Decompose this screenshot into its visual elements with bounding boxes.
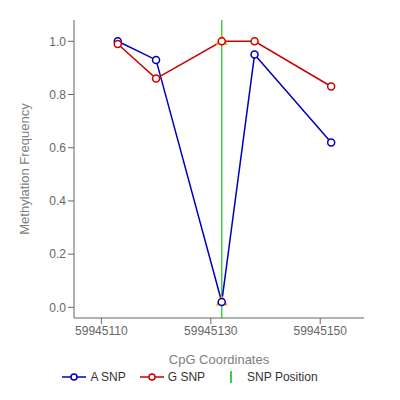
svg-text:0.8: 0.8 xyxy=(49,88,66,102)
svg-text:CpG Coordinates: CpG Coordinates xyxy=(169,352,270,367)
svg-text:0.0: 0.0 xyxy=(49,301,66,315)
html-text:G SNP: G SNP xyxy=(167,370,206,384)
svg-text:59945110: 59945110 xyxy=(75,324,128,338)
html-text:A SNP: A SNP xyxy=(90,370,126,384)
svg-text:0.2: 0.2 xyxy=(49,247,66,261)
svg-text:59945130: 59945130 xyxy=(184,324,238,338)
svg-text:Methylation Frequency: Methylation Frequency xyxy=(17,103,32,235)
svg-text:59945150: 59945150 xyxy=(294,324,348,338)
html-text:SNP Position: SNP Position xyxy=(247,370,318,384)
svg-text:1.0: 1.0 xyxy=(49,35,66,49)
svg-text:0.6: 0.6 xyxy=(49,141,66,155)
svg-text:0.4: 0.4 xyxy=(49,194,66,208)
